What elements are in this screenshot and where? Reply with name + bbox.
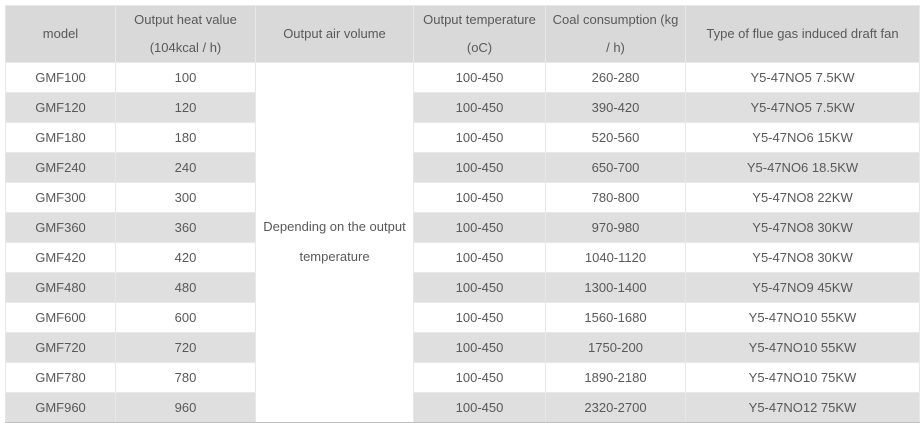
table-header: model Output heat value (104kcal / h) Ou…	[5, 5, 920, 63]
cell-coal: 1750-200	[545, 332, 686, 363]
cell-fan-type: Y5-47NO8 30KW	[685, 212, 920, 243]
cell-model: GMF240	[5, 152, 116, 183]
cell-fan-type: Y5-47NO10 75KW	[685, 362, 920, 393]
cell-heat-value: 360	[115, 212, 256, 243]
cell-heat-value: 960	[115, 392, 256, 423]
cell-model: GMF300	[5, 182, 116, 213]
cell-heat-value: 600	[115, 302, 256, 333]
cell-model: GMF600	[5, 302, 116, 333]
cell-coal: 780-800	[545, 182, 686, 213]
cell-fan-type: Y5-47NO10 55KW	[685, 332, 920, 363]
table-row: GMF180 180 100-450 520-560 Y5-47NO6 15KW	[5, 122, 920, 153]
cell-coal: 1300-1400	[545, 272, 686, 303]
cell-heat-value: 420	[115, 242, 256, 273]
table-row: GMF100 100 Depending on the output tempe…	[5, 62, 920, 423]
header-model: model	[5, 5, 116, 63]
cell-heat-value: 240	[115, 152, 256, 183]
cell-temperature: 100-450	[413, 302, 546, 333]
cell-coal: 260-280	[545, 62, 686, 93]
cell-temperature: 100-450	[413, 92, 546, 123]
cell-model: GMF780	[5, 362, 116, 393]
table-row: GMF720 720 100-450 1750-200 Y5-47NO10 55…	[5, 332, 920, 363]
cell-coal: 1560-1680	[545, 302, 686, 333]
cell-coal: 2320-2700	[545, 392, 686, 423]
cell-fan-type: Y5-47NO6 18.5KW	[685, 152, 920, 183]
table-row: GMF120 120 100-450 390-420 Y5-47NO5 7.5K…	[5, 92, 920, 123]
cell-air-volume-note: Depending on the output temperature	[255, 62, 414, 423]
table-row: GMF600 600 100-450 1560-1680 Y5-47NO10 5…	[5, 302, 920, 333]
cell-heat-value: 100	[115, 62, 256, 93]
cell-coal: 1890-2180	[545, 362, 686, 393]
cell-fan-type: Y5-47NO5 7.5KW	[685, 92, 920, 123]
cell-model: GMF180	[5, 122, 116, 153]
table-row: GMF780 780 100-450 1890-2180 Y5-47NO10 7…	[5, 362, 920, 393]
cell-heat-value: 480	[115, 272, 256, 303]
product-spec-table: model Output heat value (104kcal / h) Ou…	[5, 5, 920, 423]
cell-temperature: 100-450	[413, 152, 546, 183]
cell-temperature: 100-450	[413, 272, 546, 303]
cell-coal: 1040-1120	[545, 242, 686, 273]
cell-coal: 650-700	[545, 152, 686, 183]
cell-temperature: 100-450	[413, 182, 546, 213]
cell-fan-type: Y5-47NO10 55KW	[685, 302, 920, 333]
cell-heat-value: 780	[115, 362, 256, 393]
cell-fan-type: Y5-47NO8 30KW	[685, 242, 920, 273]
cell-model: GMF720	[5, 332, 116, 363]
table-row: GMF420 420 100-450 1040-1120 Y5-47NO8 30…	[5, 242, 920, 273]
cell-heat-value: 300	[115, 182, 256, 213]
cell-fan-type: Y5-47NO6 15KW	[685, 122, 920, 153]
cell-temperature: 100-450	[413, 362, 546, 393]
table-row: GMF480 480 100-450 1300-1400 Y5-47NO9 45…	[5, 272, 920, 303]
table-row: GMF960 960 100-450 2320-2700 Y5-47NO12 7…	[5, 392, 920, 423]
cell-temperature: 100-450	[413, 392, 546, 423]
cell-fan-type: Y5-47NO9 45KW	[685, 272, 920, 303]
cell-model: GMF360	[5, 212, 116, 243]
header-fan-type: Type of flue gas induced draft fan	[685, 5, 920, 63]
table-row: GMF240 240 100-450 650-700 Y5-47NO6 18.5…	[5, 152, 920, 183]
table-row: GMF300 300 100-450 780-800 Y5-47NO8 22KW	[5, 182, 920, 213]
cell-temperature: 100-450	[413, 62, 546, 93]
cell-heat-value: 720	[115, 332, 256, 363]
header-coal-consumption: Coal consumption (kg / h)	[545, 5, 686, 63]
cell-model: GMF480	[5, 272, 116, 303]
header-row: model Output heat value (104kcal / h) Ou…	[5, 5, 920, 63]
cell-temperature: 100-450	[413, 332, 546, 363]
table-body: GMF100 100 Depending on the output tempe…	[5, 62, 920, 423]
cell-fan-type: Y5-47NO12 75KW	[685, 392, 920, 423]
cell-model: GMF960	[5, 392, 116, 423]
cell-model: GMF120	[5, 92, 116, 123]
header-output-temperature: Output temperature (oC)	[413, 5, 546, 63]
cell-fan-type: Y5-47NO5 7.5KW	[685, 62, 920, 93]
cell-coal: 970-980	[545, 212, 686, 243]
header-output-air-volume: Output air volume	[255, 5, 414, 63]
cell-temperature: 100-450	[413, 242, 546, 273]
cell-heat-value: 180	[115, 122, 256, 153]
table-row: GMF360 360 100-450 970-980 Y5-47NO8 30KW	[5, 212, 920, 243]
cell-model: GMF420	[5, 242, 116, 273]
cell-fan-type: Y5-47NO8 22KW	[685, 182, 920, 213]
cell-temperature: 100-450	[413, 212, 546, 243]
cell-model: GMF100	[5, 62, 116, 93]
cell-temperature: 100-450	[413, 122, 546, 153]
cell-coal: 520-560	[545, 122, 686, 153]
cell-heat-value: 120	[115, 92, 256, 123]
header-output-heat-value: Output heat value (104kcal / h)	[115, 5, 256, 63]
cell-coal: 390-420	[545, 92, 686, 123]
